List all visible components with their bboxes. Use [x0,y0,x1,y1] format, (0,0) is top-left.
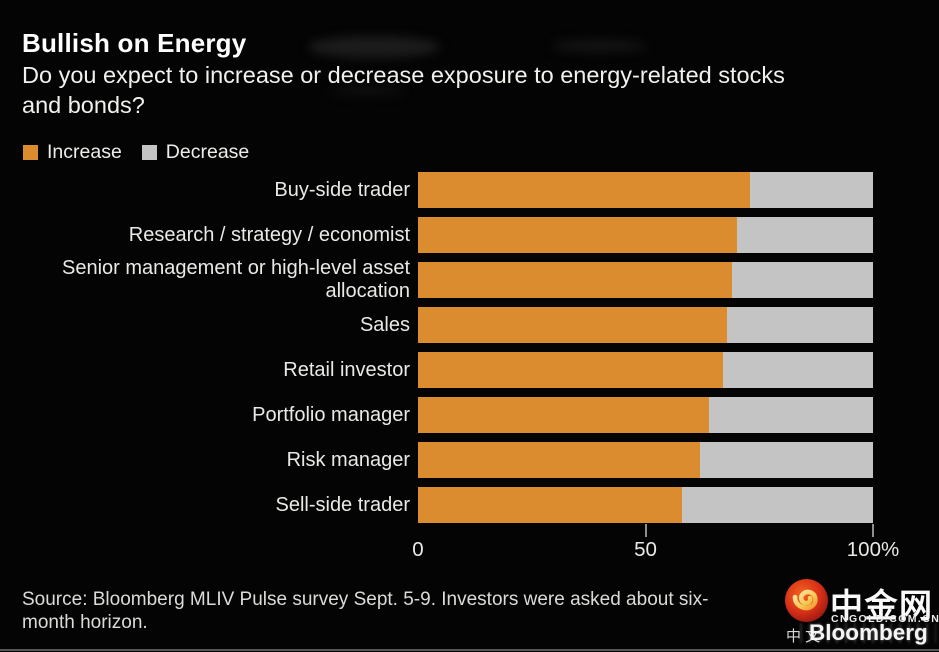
bar-increase-segment [418,262,732,298]
legend-label: Decrease [165,141,250,163]
axis-tick-label: 50 [634,538,657,561]
bar-increase-segment [418,172,751,208]
bar-increase-segment [418,442,701,478]
x-axis: 0 50 100% [412,523,899,568]
erased-watermark-smudge [308,36,440,58]
bar-increase-segment [418,487,682,523]
source-line-1: Source: Bloomberg MLIV Pulse survey Sept… [22,589,709,610]
bar-decrease-segment [418,262,873,298]
bar-increase-segment [418,397,710,433]
legend-swatch [23,145,38,160]
source-line-2: month horizon. [22,611,148,633]
bar-rows: Buy-side trader Research / strategy / eco… [0,172,939,532]
bar-row: Portfolio manager [0,397,939,442]
chart-title: Bullish on Energy [22,28,247,58]
watermark-cn-label: 中 文 [786,628,821,645]
bar-row: Sell-side trader [0,487,939,532]
category-label: Portfolio manager [252,403,410,426]
category-label: Risk manager [286,448,410,471]
bar-decrease-segment [418,352,873,388]
bar-row: Sales [0,307,939,352]
bar-decrease-segment [418,487,873,523]
category-label: Research / strategy / economist [128,223,410,246]
bar-decrease-segment [418,307,873,343]
bar-row: Risk manager [0,442,939,487]
legend-label: Increase [47,141,122,163]
legend: Increase Decrease [23,141,249,164]
bar-decrease-segment [418,397,873,433]
bottom-divider [0,649,939,651]
label-bar-gap [410,172,418,208]
category-label: Buy-side trader [274,178,410,201]
cngold-domain-text: CNGOLD.COM.CN [831,613,939,625]
bar-chart: Buy-side trader Research / strategy / eco… [0,172,939,532]
label-bar-gap [410,217,418,253]
subtitle-line-1: Do you expect to increase or decrease ex… [22,62,785,88]
legend-item: Increase [23,141,122,164]
axis-tick-mark [872,524,874,537]
watermark-ghost-text [800,623,936,643]
bar-increase-segment [418,307,728,343]
label-bar-gap [410,262,418,298]
category-label: Retail investor [283,358,410,381]
cngold-logo-icon [785,579,828,622]
bar-increase-segment [418,217,737,253]
label-bar-gap [410,352,418,388]
category-label: Sell-side trader [275,493,410,516]
cngold-brand-text: 中金网 [830,587,934,624]
axis-tick-label: 0 [412,538,424,561]
bar-decrease-segment [418,442,873,478]
axis-tick-label: 100% [846,538,900,561]
chart-subtitle: Do you expect to increase or decrease ex… [22,60,785,120]
bar-increase-segment [418,352,723,388]
bar-decrease-segment [418,217,873,253]
axis-tick-mark [644,524,647,537]
bloomberg-wordmark: Bloomberg [809,620,928,645]
label-bar-gap [410,397,418,433]
source-note: Source: Bloomberg MLIV Pulse survey Sept… [22,589,708,634]
erased-watermark-smudge [330,86,405,96]
label-bar-gap [410,442,418,478]
legend-swatch [141,145,157,160]
bar-decrease-segment [418,172,873,208]
legend-item: Decrease [141,141,250,164]
category-label: Sales [359,313,410,336]
label-bar-gap [410,307,418,343]
erased-watermark-smudge [552,40,647,52]
subtitle-line-2: and bonds? [22,92,145,118]
bar-row: Retail investor [0,352,939,397]
bar-row: Research / strategy / economist [0,217,939,262]
bar-row: Buy-side trader [0,172,939,217]
label-bar-gap [410,487,418,523]
bar-row: Senior management or high-level asset al… [0,257,939,307]
category-label: Senior management or high-level asset al… [62,257,410,302]
